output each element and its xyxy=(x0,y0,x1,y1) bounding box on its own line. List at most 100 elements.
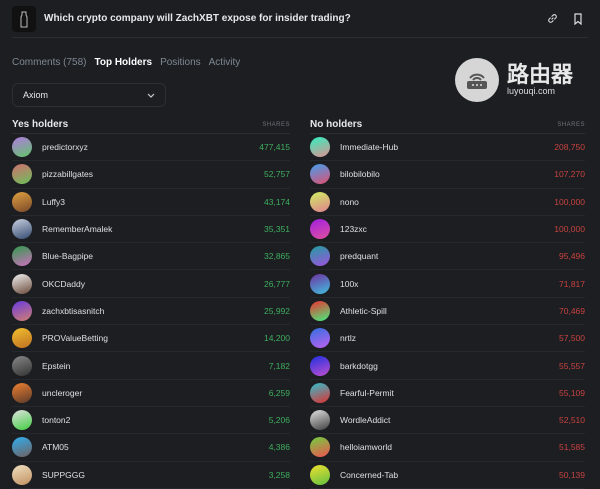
yes-holder-row[interactable]: ATM05 4,386 xyxy=(12,434,290,462)
no-holder-row[interactable]: Concerned-Tab 50,139 xyxy=(310,462,585,489)
yes-holder-row[interactable]: RememberAmalek 35,351 xyxy=(12,216,290,244)
holder-shares: 57,500 xyxy=(559,333,585,344)
no-holder-row[interactable]: bilobilobilo 107,270 xyxy=(310,161,585,189)
holder-name[interactable]: Concerned-Tab xyxy=(340,469,399,480)
tab-positions[interactable]: Positions xyxy=(160,57,201,68)
holder-shares: 50,139 xyxy=(559,469,585,480)
holder-name[interactable]: OKCDaddy xyxy=(42,278,85,289)
yes-holder-row[interactable]: Epstein 7,182 xyxy=(12,352,290,380)
no-holders-header: No holders SHARES xyxy=(310,118,585,134)
tab-bar: Comments (758) Top Holders Positions Act… xyxy=(12,57,240,68)
no-holder-row[interactable]: 100x 71,817 xyxy=(310,270,585,298)
outcome-select-value: Axiom xyxy=(23,90,49,100)
yes-holders-list: Yes holders SHARES predictorxyz 477,415 pi… xyxy=(12,118,290,489)
link-icon[interactable] xyxy=(542,9,562,29)
holder-name[interactable]: helloiamworld xyxy=(340,442,392,453)
yes-holder-row[interactable]: SUPPGGG 3,258 xyxy=(12,462,290,489)
no-holder-row[interactable]: nrtlz 57,500 xyxy=(310,325,585,353)
holder-name[interactable]: ATM05 xyxy=(42,442,69,453)
holder-name[interactable]: 123zxc xyxy=(340,224,367,235)
no-holder-row[interactable]: barkdotgg 55,557 xyxy=(310,352,585,380)
holder-name[interactable]: nono xyxy=(340,196,359,207)
avatar xyxy=(12,410,32,431)
avatar xyxy=(12,464,32,485)
market-header: Which crypto company will ZachXBT expose… xyxy=(12,0,588,38)
avatar xyxy=(12,273,32,294)
holder-name[interactable]: Blue-Bagpipe xyxy=(42,251,94,262)
holder-name[interactable]: PROValueBetting xyxy=(42,333,108,344)
holder-name[interactable]: Athletic-Spill xyxy=(340,305,387,316)
yes-holder-row[interactable]: pizzabillgates 52,757 xyxy=(12,161,290,189)
holder-name[interactable]: pizzabillgates xyxy=(42,169,94,180)
holder-shares: 52,757 xyxy=(264,169,290,180)
shares-column-label: SHARES xyxy=(262,121,290,128)
yes-holder-row[interactable]: OKCDaddy 26,777 xyxy=(12,270,290,298)
no-holder-row[interactable]: predquant 95,496 xyxy=(310,243,585,271)
holder-shares: 35,351 xyxy=(264,224,290,235)
avatar xyxy=(310,137,330,158)
outcome-select[interactable]: Axiom xyxy=(12,83,166,107)
holder-shares: 32,865 xyxy=(264,251,290,262)
yes-holders-header: Yes holders SHARES xyxy=(12,118,290,134)
holder-shares: 5,206 xyxy=(268,415,290,426)
avatar xyxy=(12,382,32,403)
avatar xyxy=(310,437,330,458)
holder-name[interactable]: uncleroger xyxy=(42,387,83,398)
holder-shares: 43,174 xyxy=(264,196,290,207)
holder-shares: 208,750 xyxy=(554,142,585,153)
holder-name[interactable]: Luffy3 xyxy=(42,196,66,207)
yes-holder-row[interactable]: uncleroger 6,259 xyxy=(12,380,290,407)
no-holder-row[interactable]: WordleAddict 52,510 xyxy=(310,407,585,435)
holder-name[interactable]: bilobilobilo xyxy=(340,169,380,180)
yes-holder-row[interactable]: tonton2 5,206 xyxy=(12,407,290,435)
holder-name[interactable]: Immediate-Hub xyxy=(340,142,399,153)
yes-holder-row[interactable]: PROValueBetting 14,200 xyxy=(12,325,290,353)
router-icon xyxy=(455,58,499,102)
avatar xyxy=(310,382,330,403)
market-title: Which crypto company will ZachXBT expose… xyxy=(44,13,351,24)
holder-name[interactable]: SUPPGGG xyxy=(42,469,85,480)
holder-name[interactable]: predquant xyxy=(340,251,379,262)
avatar xyxy=(12,328,32,349)
holder-shares: 51,585 xyxy=(559,442,585,453)
holder-name[interactable]: predictorxyz xyxy=(42,142,88,153)
holder-name[interactable]: Fearful-Permit xyxy=(340,387,394,398)
holder-name[interactable]: Epstein xyxy=(42,360,71,371)
avatar xyxy=(310,355,330,376)
holder-name[interactable]: barkdotgg xyxy=(340,360,378,371)
tab-comments[interactable]: Comments (758) xyxy=(12,57,87,68)
no-holder-row[interactable]: helloiamworld 51,585 xyxy=(310,434,585,462)
yes-holder-row[interactable]: predictorxyz 477,415 xyxy=(12,134,290,162)
no-holder-row[interactable]: Fearful-Permit 55,109 xyxy=(310,380,585,407)
tab-top-holders[interactable]: Top Holders xyxy=(94,57,153,68)
no-holder-row[interactable]: nono 100,000 xyxy=(310,189,585,216)
avatar xyxy=(310,219,330,240)
yes-holder-row[interactable]: zachxbtisasnitch 25,992 xyxy=(12,298,290,326)
avatar xyxy=(12,191,32,212)
holder-name[interactable]: zachxbtisasnitch xyxy=(42,305,105,316)
holder-name[interactable]: tonton2 xyxy=(42,415,71,426)
avatar xyxy=(12,246,32,267)
avatar xyxy=(12,300,32,321)
holder-name[interactable]: nrtlz xyxy=(340,333,357,344)
yes-holder-row[interactable]: Luffy3 43,174 xyxy=(12,189,290,216)
bookmark-icon[interactable] xyxy=(568,9,588,29)
yes-holder-row[interactable]: Blue-Bagpipe 32,865 xyxy=(12,243,290,271)
holder-shares: 25,992 xyxy=(264,305,290,316)
watermark-url: luyouqi.com xyxy=(507,86,556,96)
no-holder-row[interactable]: Immediate-Hub 208,750 xyxy=(310,134,585,162)
holder-shares: 100,000 xyxy=(554,196,585,207)
holder-name[interactable]: 100x xyxy=(340,278,359,289)
avatar xyxy=(310,164,330,185)
shares-column-label: SHARES xyxy=(557,121,585,128)
avatar xyxy=(310,464,330,485)
no-holder-row[interactable]: Athletic-Spill 70,469 xyxy=(310,298,585,326)
chevron-down-icon xyxy=(147,93,155,98)
avatar xyxy=(310,410,330,431)
tab-activity[interactable]: Activity xyxy=(208,57,241,68)
avatar xyxy=(12,137,32,158)
holder-shares: 52,510 xyxy=(559,415,585,426)
no-holder-row[interactable]: 123zxc 100,000 xyxy=(310,216,585,244)
holder-name[interactable]: WordleAddict xyxy=(340,415,391,426)
holder-name[interactable]: RememberAmalek xyxy=(42,224,113,235)
